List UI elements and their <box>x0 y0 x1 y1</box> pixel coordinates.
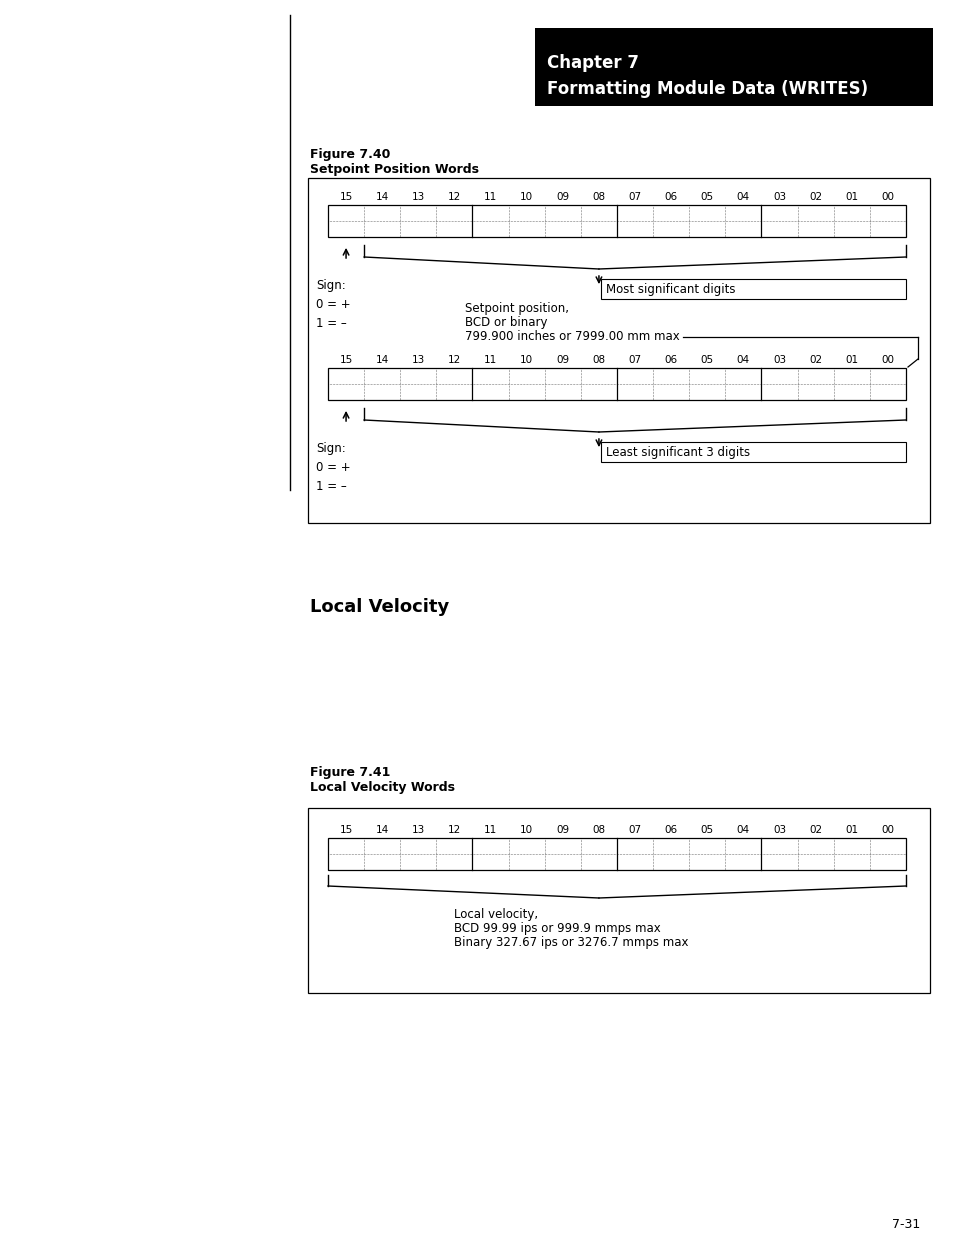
Text: 05: 05 <box>700 825 713 835</box>
Text: 05: 05 <box>700 191 713 203</box>
Text: 13: 13 <box>412 191 424 203</box>
Text: 01: 01 <box>844 191 858 203</box>
Text: 00: 00 <box>881 825 894 835</box>
Text: 7-31: 7-31 <box>891 1218 919 1231</box>
Text: Setpoint position,: Setpoint position, <box>465 303 569 315</box>
Text: 13: 13 <box>412 825 424 835</box>
Text: 09: 09 <box>556 354 569 366</box>
Text: 10: 10 <box>519 354 533 366</box>
Bar <box>328 368 905 400</box>
Text: 08: 08 <box>592 354 605 366</box>
Text: Setpoint Position Words: Setpoint Position Words <box>310 163 478 177</box>
Text: 15: 15 <box>339 191 353 203</box>
Text: 06: 06 <box>664 354 677 366</box>
Text: 11: 11 <box>483 825 497 835</box>
Text: 04: 04 <box>736 825 749 835</box>
Bar <box>600 279 905 299</box>
Text: Binary 327.67 ips or 3276.7 mmps max: Binary 327.67 ips or 3276.7 mmps max <box>454 936 688 948</box>
Text: 09: 09 <box>556 191 569 203</box>
Bar <box>535 28 932 106</box>
Text: 07: 07 <box>628 825 641 835</box>
Bar <box>328 839 905 869</box>
Text: 03: 03 <box>772 191 785 203</box>
Text: 09: 09 <box>556 825 569 835</box>
Text: 12: 12 <box>447 825 460 835</box>
Text: 03: 03 <box>772 354 785 366</box>
Text: 14: 14 <box>375 191 389 203</box>
Text: 15: 15 <box>339 354 353 366</box>
Text: 06: 06 <box>664 825 677 835</box>
Text: 03: 03 <box>772 825 785 835</box>
Text: 12: 12 <box>447 191 460 203</box>
Text: 00: 00 <box>881 354 894 366</box>
Text: 01: 01 <box>844 825 858 835</box>
Text: 08: 08 <box>592 825 605 835</box>
Text: 14: 14 <box>375 354 389 366</box>
Text: 10: 10 <box>519 825 533 835</box>
Text: 06: 06 <box>664 191 677 203</box>
Bar <box>308 808 929 993</box>
Text: 11: 11 <box>483 354 497 366</box>
Text: Local Velocity: Local Velocity <box>310 598 449 616</box>
Bar <box>600 442 905 462</box>
Text: 10: 10 <box>519 191 533 203</box>
Bar <box>328 205 905 237</box>
Text: 02: 02 <box>808 354 821 366</box>
Text: 05: 05 <box>700 354 713 366</box>
Text: Least significant 3 digits: Least significant 3 digits <box>605 446 749 459</box>
Text: 08: 08 <box>592 191 605 203</box>
Text: 00: 00 <box>881 191 894 203</box>
Text: Sign:
0 = +
1 = –: Sign: 0 = + 1 = – <box>315 279 351 330</box>
Text: BCD or binary: BCD or binary <box>465 316 547 329</box>
Text: 14: 14 <box>375 825 389 835</box>
Text: 11: 11 <box>483 191 497 203</box>
Text: Formatting Module Data (WRITES): Formatting Module Data (WRITES) <box>546 80 867 98</box>
Text: 15: 15 <box>339 825 353 835</box>
Text: 13: 13 <box>412 354 424 366</box>
Text: Figure 7.40: Figure 7.40 <box>310 148 390 161</box>
Text: 799.900 inches or 7999.00 mm max: 799.900 inches or 7999.00 mm max <box>465 330 679 343</box>
Bar <box>308 178 929 522</box>
Text: 07: 07 <box>628 191 641 203</box>
Text: 04: 04 <box>736 191 749 203</box>
Text: 12: 12 <box>447 354 460 366</box>
Text: BCD 99.99 ips or 999.9 mmps max: BCD 99.99 ips or 999.9 mmps max <box>454 923 660 935</box>
Text: Chapter 7: Chapter 7 <box>546 54 639 72</box>
Text: Local Velocity Words: Local Velocity Words <box>310 781 455 794</box>
Text: Figure 7.41: Figure 7.41 <box>310 766 390 779</box>
Text: Sign:
0 = +
1 = –: Sign: 0 = + 1 = – <box>315 442 351 493</box>
Text: 07: 07 <box>628 354 641 366</box>
Text: 01: 01 <box>844 354 858 366</box>
Text: 04: 04 <box>736 354 749 366</box>
Text: Local velocity,: Local velocity, <box>454 908 538 921</box>
Text: Most significant digits: Most significant digits <box>605 283 735 296</box>
Text: 02: 02 <box>808 825 821 835</box>
Text: 02: 02 <box>808 191 821 203</box>
